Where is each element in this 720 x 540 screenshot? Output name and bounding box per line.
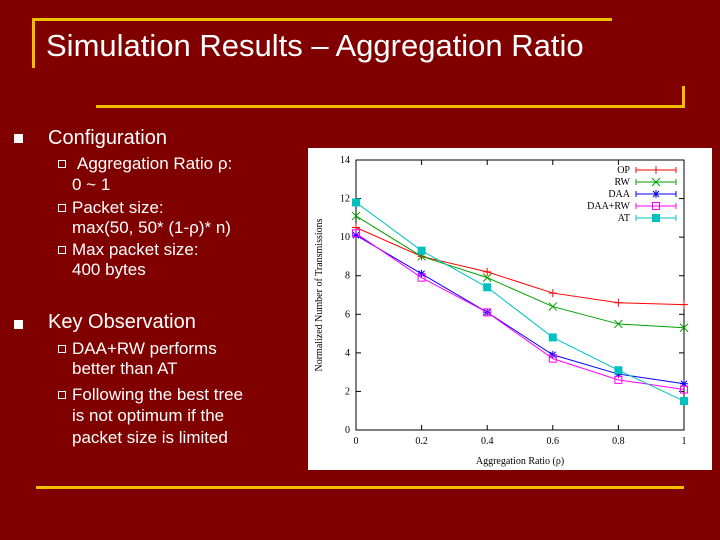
bullet-key-observation: Key Observation xyxy=(48,311,196,333)
sub-bullet-marker xyxy=(58,160,66,168)
series-line-rw xyxy=(355,215,685,329)
data-point-rw xyxy=(548,302,558,311)
sub-bullet-marker xyxy=(58,345,66,353)
data-point-rw xyxy=(482,273,492,282)
sub-bullet-best-tree-line3: packet size is limited xyxy=(72,428,228,447)
x-tick-label: 0.4 xyxy=(481,436,494,447)
data-point-at xyxy=(614,366,623,375)
legend-marker xyxy=(652,190,660,198)
series-line-at xyxy=(355,202,685,402)
y-tick-label: 8 xyxy=(345,271,350,282)
x-tick-label: 0 xyxy=(354,436,359,447)
frame-bottom-line xyxy=(36,486,684,489)
legend-label: RW xyxy=(614,177,630,188)
data-point-daa-rw xyxy=(548,354,557,363)
series-line-op xyxy=(355,227,685,306)
data-point-daa-rw xyxy=(680,385,688,394)
data-point-daa-rw xyxy=(352,229,360,238)
data-point-op xyxy=(352,223,360,232)
data-point-daa xyxy=(680,379,688,388)
sub-bullet-best-tree-line1: Following the best tree xyxy=(72,385,244,404)
bullet-marker xyxy=(14,134,23,143)
y-tick-label: 6 xyxy=(345,309,350,320)
legend-label: AT xyxy=(618,213,630,224)
y-tick-label: 4 xyxy=(345,348,350,359)
series-line-daa xyxy=(355,234,685,385)
sub-bullet-daa-rw-line1: DAA+RW performs xyxy=(72,339,217,358)
sub-bullet-marker xyxy=(58,204,66,212)
x-tick-label: 0.2 xyxy=(415,436,428,447)
sub-bullet-max-packet-size-line1: Max packet size: xyxy=(72,240,199,259)
y-tick-label: 0 xyxy=(345,425,350,436)
legend-marker xyxy=(651,177,661,187)
x-tick-label: 0.6 xyxy=(547,436,560,447)
data-point-daa-rw xyxy=(483,308,492,317)
data-point-rw xyxy=(679,323,689,333)
bullet-configuration: Configuration xyxy=(48,127,167,149)
data-point-at xyxy=(352,198,360,207)
legend-label: DAA xyxy=(608,189,630,200)
data-point-op xyxy=(680,300,688,309)
x-tick-label: 0.8 xyxy=(612,436,625,447)
sub-bullet-marker xyxy=(58,391,66,399)
data-point-at xyxy=(483,283,492,292)
data-point-at xyxy=(417,246,426,255)
data-point-op xyxy=(548,289,557,298)
data-point-daa-rw xyxy=(614,375,623,384)
plot-frame xyxy=(355,159,685,431)
data-point-rw xyxy=(351,211,361,221)
legend-label: OP xyxy=(617,165,630,176)
data-point-op xyxy=(483,267,492,276)
sub-bullet-packet-size-line2: max(50, 50* (1-ρ)* n) xyxy=(72,218,231,237)
data-point-op xyxy=(614,298,623,307)
data-point-at xyxy=(680,397,688,406)
x-axis-label: Aggregation Ratio (ρ) xyxy=(476,456,564,467)
y-tick-label: 2 xyxy=(345,386,350,397)
frame-right-line xyxy=(682,86,685,108)
y-tick-label: 14 xyxy=(340,155,350,166)
slide-title: Simulation Results – Aggregation Ratio xyxy=(46,28,584,63)
sub-bullet-best-tree-line2: is not optimum if the xyxy=(72,406,225,425)
data-point-daa xyxy=(352,231,360,240)
legend-marker xyxy=(652,214,660,222)
series-line-daa-rw xyxy=(355,232,685,390)
legend-label: DAA+RW xyxy=(587,201,630,212)
chart-panel: 0 2 4 6 8 10 12 14 0 0.2 0.4 0.6 0.8 1 Aggregation Rat… xyxy=(308,148,712,470)
data-point-rw xyxy=(614,319,623,329)
sub-bullet-max-packet-size-line2: 400 bytes xyxy=(72,260,146,279)
sub-bullet-daa-rw-line2: better than AT xyxy=(72,359,178,378)
frame-top-line xyxy=(32,18,612,21)
frame-mid-line xyxy=(96,105,685,108)
sub-bullet-marker xyxy=(58,246,66,254)
legend-marker xyxy=(652,202,660,210)
frame-left-line xyxy=(32,18,35,68)
y-tick-label: 10 xyxy=(340,232,350,243)
line-chart: 0 2 4 6 8 10 12 14 0 0.2 0.4 0.6 0.8 1 Aggregation Rat… xyxy=(314,155,689,467)
data-point-at xyxy=(548,333,557,342)
bullet-marker xyxy=(14,320,23,329)
y-tick-label: 12 xyxy=(340,194,350,205)
data-point-daa-rw xyxy=(417,273,426,282)
sub-bullet-aggregation-ratio-line1: Aggregation Ratio ρ: xyxy=(77,154,233,173)
y-axis-label: Normalized Number of Transmissions xyxy=(314,218,325,371)
legend-marker xyxy=(652,166,660,174)
sub-bullet-aggregation-ratio-line2: 0 ~ 1 xyxy=(72,175,111,194)
sub-bullet-packet-size-line1: Packet size: xyxy=(72,198,164,217)
x-tick-label: 1 xyxy=(682,436,687,447)
